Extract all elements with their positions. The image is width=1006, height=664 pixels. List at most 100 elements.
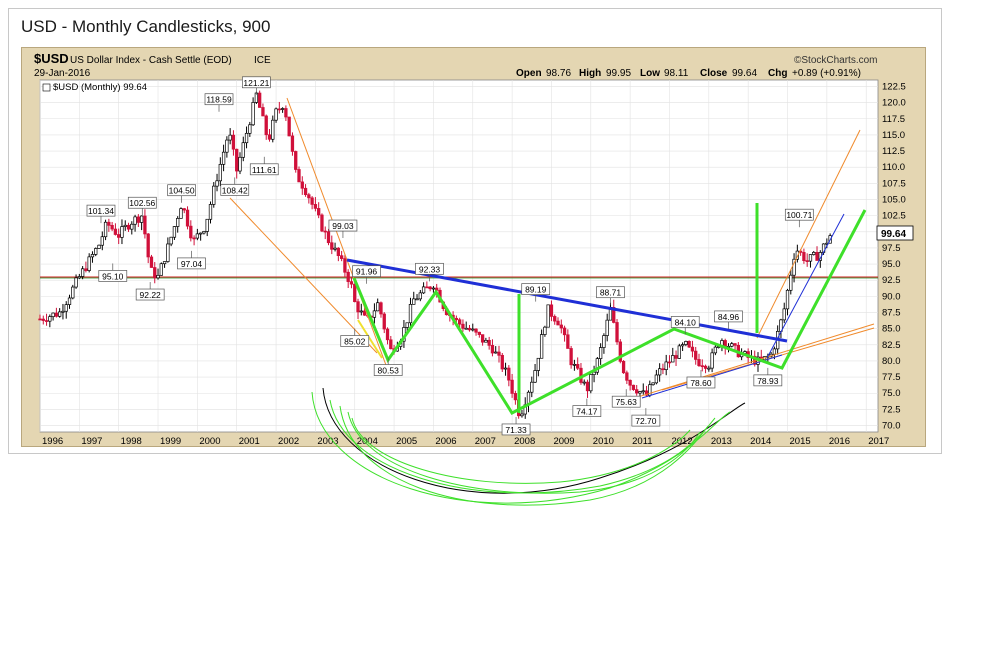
candle-body (300, 181, 304, 189)
price-flag: 88.71 (596, 286, 625, 305)
x-tick-label: 2000 (199, 436, 220, 447)
candle-body (782, 308, 786, 321)
candle-body (382, 313, 386, 330)
candle-body (346, 271, 350, 282)
candle-body (808, 254, 813, 262)
candle-body (113, 228, 118, 235)
candle-body (389, 339, 393, 350)
price-flag: 99.03 (328, 219, 358, 239)
candle-body (730, 343, 734, 347)
candle-body (80, 268, 85, 277)
candle-body (592, 371, 596, 375)
symbol-name: US Dollar Index - Cash Settle (EOD) (70, 55, 232, 66)
candle-body (677, 345, 681, 359)
candle-body (513, 393, 518, 401)
candle-body (435, 287, 439, 291)
exchange-label: ICE (254, 55, 271, 66)
candle-body (408, 304, 413, 324)
price-flag: 78.93 (753, 367, 783, 387)
candle-body (51, 312, 55, 318)
y-tick-label: 122.5 (882, 81, 906, 92)
candle-body (225, 139, 229, 153)
close-value: 99.64 (732, 68, 757, 79)
price-flag-label: 92.33 (419, 264, 441, 274)
candle-body (277, 108, 281, 111)
candle-body (576, 363, 580, 369)
candle-body (412, 298, 416, 305)
candle-body (661, 368, 665, 371)
candle-body (189, 225, 193, 239)
x-tick-label: 2016 (829, 436, 850, 447)
candle-body (103, 221, 108, 238)
candle-body (700, 365, 704, 368)
candle-body (703, 365, 708, 369)
candle-body (231, 134, 236, 150)
candle-body (503, 367, 508, 370)
price-flag-label: 91.96 (356, 267, 378, 277)
candle-body (123, 224, 127, 227)
x-tick-label: 1999 (160, 436, 181, 447)
candle-body (261, 107, 265, 117)
candle-body (294, 151, 298, 170)
candle-body (461, 323, 465, 329)
open-value: 98.76 (546, 68, 571, 79)
candle-body (510, 379, 514, 394)
candle-body (133, 216, 137, 225)
candle-body (376, 302, 380, 312)
candle-body (280, 108, 285, 110)
candle-body (474, 328, 478, 333)
candle-body (100, 236, 104, 246)
legend-swatch (42, 83, 51, 92)
candle-body (149, 256, 154, 268)
x-axis: 1996 1997 1998 1999 2000 2001 2002 2003 2004 2005… (42, 436, 889, 447)
candle-body (185, 209, 190, 227)
candle-body (126, 224, 131, 230)
candle-body (313, 204, 318, 209)
candle-body (41, 318, 45, 321)
candle-body (90, 254, 95, 258)
candle-body (336, 247, 340, 257)
x-tick-label: 1997 (81, 436, 102, 447)
high-value: 99.95 (606, 68, 631, 79)
candle-body (618, 341, 622, 362)
candle-body (307, 194, 311, 199)
price-flag: 100.71 (784, 208, 814, 228)
candle-body (359, 310, 363, 313)
candle-body (654, 374, 659, 384)
candle-body (117, 234, 121, 238)
candle-body (176, 218, 180, 227)
candle-body (107, 221, 111, 226)
brand-label: ©StockCharts.com (794, 55, 878, 66)
candle-body (143, 215, 147, 235)
price-flag: 108.42 (220, 177, 250, 196)
candle-body (84, 268, 88, 271)
candle-body (598, 347, 603, 359)
open-label: Open (516, 68, 542, 79)
legend-label: $USD (Monthly) 99.64 (53, 82, 147, 93)
candle-body (539, 334, 544, 359)
candle-body (323, 230, 327, 233)
candlestick-chart: $USD US Dollar Index - Cash Settle (EOD)… (34, 51, 914, 447)
price-flag: 84.96 (714, 310, 743, 329)
candle-body (789, 274, 793, 291)
candle-body (680, 344, 685, 347)
date-label: 29-Jan-2016 (34, 68, 91, 79)
candle-body (320, 214, 324, 232)
y-axis: 122.5 120.0 117.5 115.0 112.5 110.0 107.5 105.0… (882, 81, 906, 431)
candle-body (153, 267, 157, 279)
x-tick-label: 1998 (121, 436, 142, 447)
candle-body (795, 250, 799, 260)
price-flag: 101.34 (86, 204, 116, 224)
y-tick-label: 97.5 (882, 243, 901, 254)
candle-body (802, 252, 806, 261)
candle-body (815, 252, 819, 261)
candle-body (290, 135, 295, 152)
candle-body (385, 328, 390, 341)
y-tick-label: 72.5 (882, 404, 901, 415)
x-tick-label: 2010 (593, 436, 614, 447)
candle-body (543, 326, 547, 335)
candle-body (710, 352, 714, 369)
low-value: 98.11 (664, 68, 689, 79)
y-tick-label: 95.0 (882, 259, 901, 270)
candle-body (553, 316, 557, 322)
